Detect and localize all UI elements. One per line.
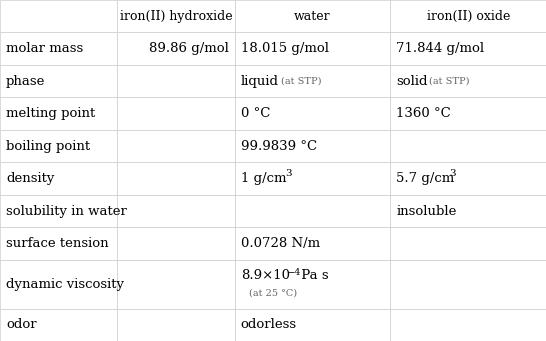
Text: 99.9839 °C: 99.9839 °C [241,140,317,153]
Text: iron(II) hydroxide: iron(II) hydroxide [120,10,233,23]
Bar [0,0,117,32]
Bar [0,260,117,309]
Bar [0,195,117,227]
Bar [235,0,390,32]
Bar [235,162,390,195]
Bar [0,65,117,98]
Text: (at STP): (at STP) [429,77,470,86]
Text: 8.9×10: 8.9×10 [241,269,290,282]
Bar [390,98,546,130]
Bar [117,162,235,195]
Text: 0.0728 N/m: 0.0728 N/m [241,237,320,250]
Bar [117,195,235,227]
Bar [0,32,117,65]
Bar [235,65,390,98]
Text: (at STP): (at STP) [281,77,321,86]
Bar [390,195,546,227]
Text: 0 °C: 0 °C [241,107,270,120]
Text: boiling point: boiling point [6,140,90,153]
Text: 89.86 g/mol: 89.86 g/mol [149,42,229,55]
Bar [117,0,235,32]
Bar [235,227,390,260]
Text: solid: solid [396,75,428,88]
Text: water: water [294,10,331,23]
Text: Pa s: Pa s [297,269,328,282]
Bar [235,98,390,130]
Bar [117,227,235,260]
Text: 5.7 g/cm: 5.7 g/cm [396,172,455,185]
Bar [235,32,390,65]
Text: liquid: liquid [241,75,279,88]
Text: 1360 °C: 1360 °C [396,107,451,120]
Bar [117,309,235,341]
Text: insoluble: insoluble [396,205,457,218]
Text: odorless: odorless [241,318,297,331]
Bar [390,260,546,309]
Bar [390,162,546,195]
Bar [235,130,390,162]
Bar [0,98,117,130]
Text: 1 g/cm: 1 g/cm [241,172,286,185]
Bar [0,309,117,341]
Text: iron(II) oxide: iron(II) oxide [426,10,510,23]
Bar [390,130,546,162]
Text: density: density [6,172,55,185]
Text: melting point: melting point [6,107,95,120]
Bar [0,227,117,260]
Text: molar mass: molar mass [6,42,83,55]
Bar [117,98,235,130]
Bar [117,32,235,65]
Text: odor: odor [6,318,37,331]
Text: dynamic viscosity: dynamic viscosity [6,278,124,291]
Text: 18.015 g/mol: 18.015 g/mol [241,42,329,55]
Bar [390,309,546,341]
Bar [0,130,117,162]
Text: 3: 3 [285,169,292,178]
Bar [235,195,390,227]
Text: 71.844 g/mol: 71.844 g/mol [396,42,484,55]
Text: solubility in water: solubility in water [6,205,127,218]
Bar [390,32,546,65]
Text: surface tension: surface tension [6,237,109,250]
Bar [390,227,546,260]
Bar [235,309,390,341]
Text: (at 25 °C): (at 25 °C) [249,288,297,297]
Bar [235,260,390,309]
Bar [390,0,546,32]
Bar [390,65,546,98]
Bar [117,260,235,309]
Text: phase: phase [6,75,45,88]
Bar [117,130,235,162]
Text: −4: −4 [287,268,300,277]
Text: 3: 3 [449,169,456,178]
Bar [117,65,235,98]
Bar [0,162,117,195]
